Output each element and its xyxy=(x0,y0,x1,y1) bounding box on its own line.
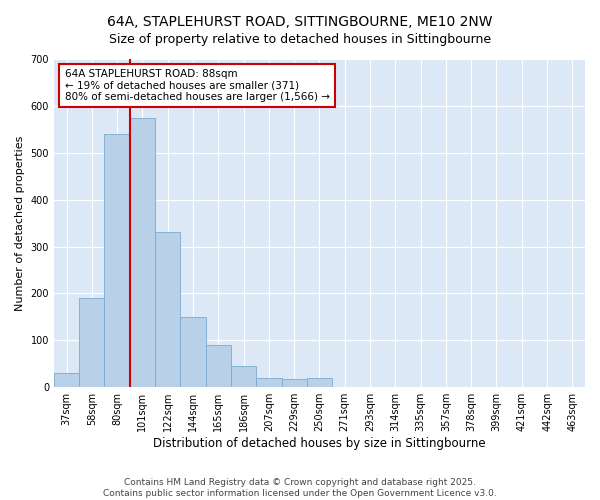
Bar xyxy=(281,379,307,387)
X-axis label: Distribution of detached houses by size in Sittingbourne: Distribution of detached houses by size … xyxy=(153,437,486,450)
Text: Contains HM Land Registry data © Crown copyright and database right 2025.
Contai: Contains HM Land Registry data © Crown c… xyxy=(103,478,497,498)
Text: Size of property relative to detached houses in Sittingbourne: Size of property relative to detached ho… xyxy=(109,32,491,46)
Bar xyxy=(79,298,104,387)
Text: 64A, STAPLEHURST ROAD, SITTINGBOURNE, ME10 2NW: 64A, STAPLEHURST ROAD, SITTINGBOURNE, ME… xyxy=(107,15,493,29)
Bar xyxy=(206,345,231,387)
Bar xyxy=(155,232,181,387)
Y-axis label: Number of detached properties: Number of detached properties xyxy=(15,136,25,311)
Bar xyxy=(231,366,256,387)
Text: 64A STAPLEHURST ROAD: 88sqm
← 19% of detached houses are smaller (371)
80% of se: 64A STAPLEHURST ROAD: 88sqm ← 19% of det… xyxy=(65,69,329,102)
Bar xyxy=(130,118,155,387)
Bar xyxy=(54,373,79,387)
Bar xyxy=(104,134,130,387)
Bar xyxy=(181,317,206,387)
Bar xyxy=(307,378,332,387)
Bar xyxy=(256,378,281,387)
